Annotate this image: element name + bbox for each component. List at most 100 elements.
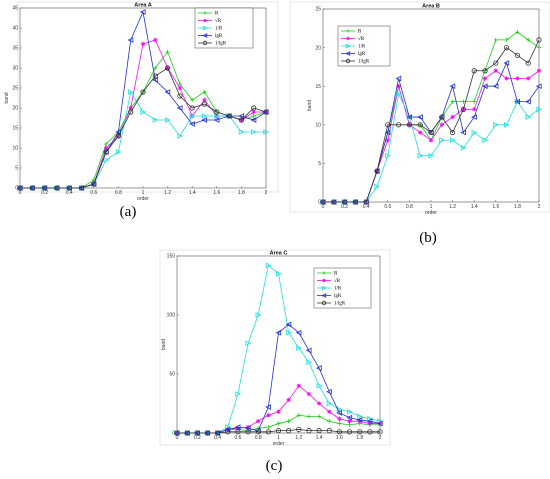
series-line (20, 67, 267, 189)
data-point (449, 83, 456, 90)
y-tick-label: 20 (315, 45, 321, 51)
data-point (525, 114, 532, 120)
data-point (346, 408, 353, 415)
data-point (367, 421, 373, 426)
legend: R√R 1/R lgR 1/lgR (194, 7, 254, 49)
data-point (417, 114, 423, 120)
data-point (472, 99, 477, 104)
chart-panel-3: Area C 0 0.2 0.4 0.6 0.8 1 1.2 1.4 1.6 1.8 2 0 50 100 1… (159, 249, 391, 474)
data-point (177, 81, 183, 87)
legend-marker (322, 278, 326, 283)
data-point (346, 414, 353, 421)
data-point (184, 430, 190, 436)
data-point (396, 84, 401, 89)
x-axis-label: order (273, 441, 285, 447)
x-tick-label: 0.4 (66, 190, 73, 196)
chart-title: Area B (422, 4, 440, 10)
data-point (482, 68, 488, 74)
data-point (285, 321, 292, 328)
legend-label: √R (334, 278, 341, 284)
x-tick-label: 1 (277, 435, 280, 441)
data-point (450, 137, 456, 144)
y-tick-label: 35 (12, 46, 18, 52)
y-tick-label: 10 (12, 146, 18, 152)
data-point (286, 329, 292, 336)
data-point (503, 44, 510, 51)
data-point (526, 76, 531, 81)
figure-frame (17, 1, 279, 193)
data-point (140, 109, 147, 115)
data-point (276, 421, 281, 426)
data-point (177, 85, 183, 91)
data-point (336, 410, 342, 416)
legend-label: lgR (334, 294, 342, 299)
legend-marker (321, 293, 327, 298)
x-tick-label: 0.2 (194, 435, 201, 441)
legend-marker (345, 43, 351, 49)
data-point (472, 107, 477, 112)
data-point (536, 37, 542, 43)
data-point (165, 117, 171, 123)
data-point (504, 76, 509, 81)
data-point (341, 199, 348, 205)
legend-label: R (215, 12, 219, 17)
legend: R√R 1/R lgR 1/lgR (313, 267, 372, 309)
data-point (460, 106, 466, 112)
legend: R√R 1/R lgR 1/lgR (337, 25, 391, 67)
data-point (164, 89, 171, 95)
data-point (255, 429, 261, 435)
data-point (255, 312, 262, 318)
data-point (363, 199, 369, 205)
legend-label: 1/lgR (334, 302, 346, 307)
legend-label: 1/R (358, 45, 366, 50)
data-point (235, 429, 241, 435)
data-point (296, 345, 302, 351)
legend-marker (321, 300, 327, 306)
y-axis-label: band (307, 100, 313, 111)
data-point (366, 418, 373, 425)
data-point (265, 404, 271, 410)
data-point (471, 129, 478, 136)
data-point (336, 429, 342, 435)
x-tick-label: 1.4 (189, 190, 196, 196)
data-point (428, 152, 435, 159)
data-point (352, 199, 358, 205)
x-tick-label: 0.6 (90, 190, 97, 196)
x-tick-label: 1.8 (356, 435, 363, 441)
data-point (265, 429, 271, 435)
data-point (251, 129, 257, 135)
y-tick-label: 15 (315, 84, 321, 90)
x-tick-label: 0.4 (363, 204, 370, 210)
data-point (525, 98, 531, 105)
legend-label: 1/lgR (215, 42, 227, 47)
data-point (367, 429, 373, 435)
data-point (177, 93, 183, 99)
data-point (296, 426, 302, 433)
y-tick-label: 25 (315, 7, 321, 13)
data-point (250, 117, 257, 123)
data-point (201, 101, 208, 107)
x-tick-label: 1.2 (164, 190, 171, 196)
data-point (234, 424, 241, 430)
chart-panel-1: Area A0 0.2 0.4 0.6 0.8 1 1.2 1.4 1.6 1.8 20510152… (4, 1, 279, 220)
figure-frame (159, 249, 391, 446)
x-tick-label: 1.4 (471, 204, 478, 210)
data-point (417, 122, 423, 128)
data-point (78, 185, 85, 191)
data-point (504, 121, 510, 128)
data-point (337, 421, 342, 426)
data-point (326, 388, 332, 395)
data-point (251, 109, 256, 115)
data-point (152, 77, 158, 83)
data-point (263, 129, 270, 135)
data-point (482, 137, 489, 144)
y-tick-label: 40 (12, 26, 18, 32)
x-tick-label: 0.4 (214, 435, 221, 441)
y-axis-label: band (4, 92, 10, 103)
y-tick-label: 0 (15, 186, 18, 192)
data-point (418, 130, 423, 135)
data-point (526, 37, 531, 43)
legend-marker (345, 58, 351, 64)
data-point (194, 430, 200, 436)
data-point (286, 419, 291, 424)
